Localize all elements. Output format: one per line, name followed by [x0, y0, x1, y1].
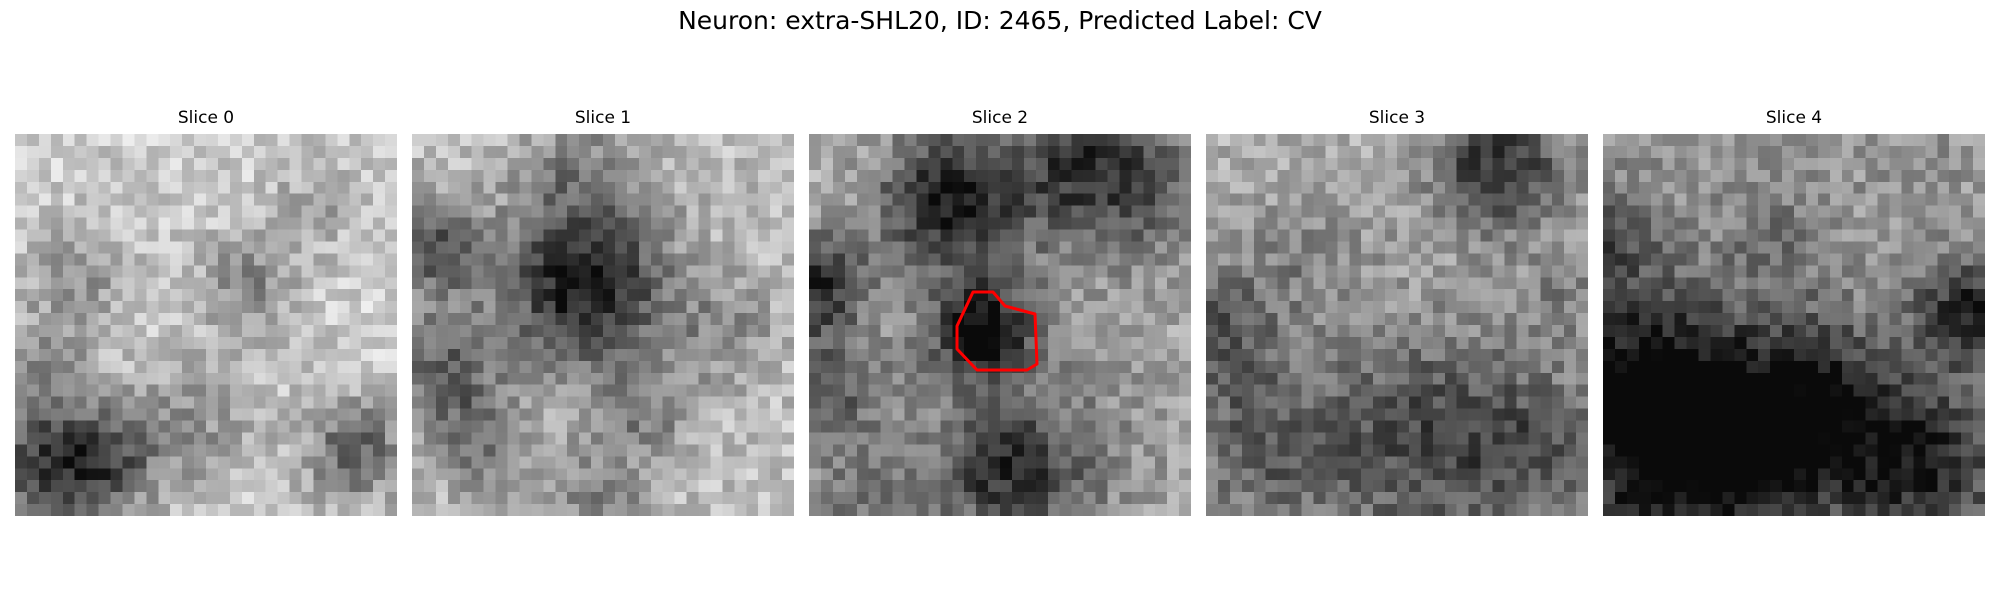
slice-4-title: Slice 4: [1765, 108, 1823, 128]
slice-1-image: [412, 134, 794, 516]
slice-2-title: Slice 2: [971, 108, 1029, 128]
slice-3-title: Slice 3: [1368, 108, 1426, 128]
slice-0-image: [15, 134, 397, 516]
slice-1-title: Slice 1: [574, 108, 632, 128]
slice-4-image: [1603, 134, 1985, 516]
figure-title: Neuron: extra-SHL20, ID: 2465, Predicted…: [678, 6, 1322, 35]
slice-0-title: Slice 0: [177, 108, 235, 128]
slice-3-image: [1206, 134, 1588, 516]
slice-2-image: [809, 134, 1191, 516]
